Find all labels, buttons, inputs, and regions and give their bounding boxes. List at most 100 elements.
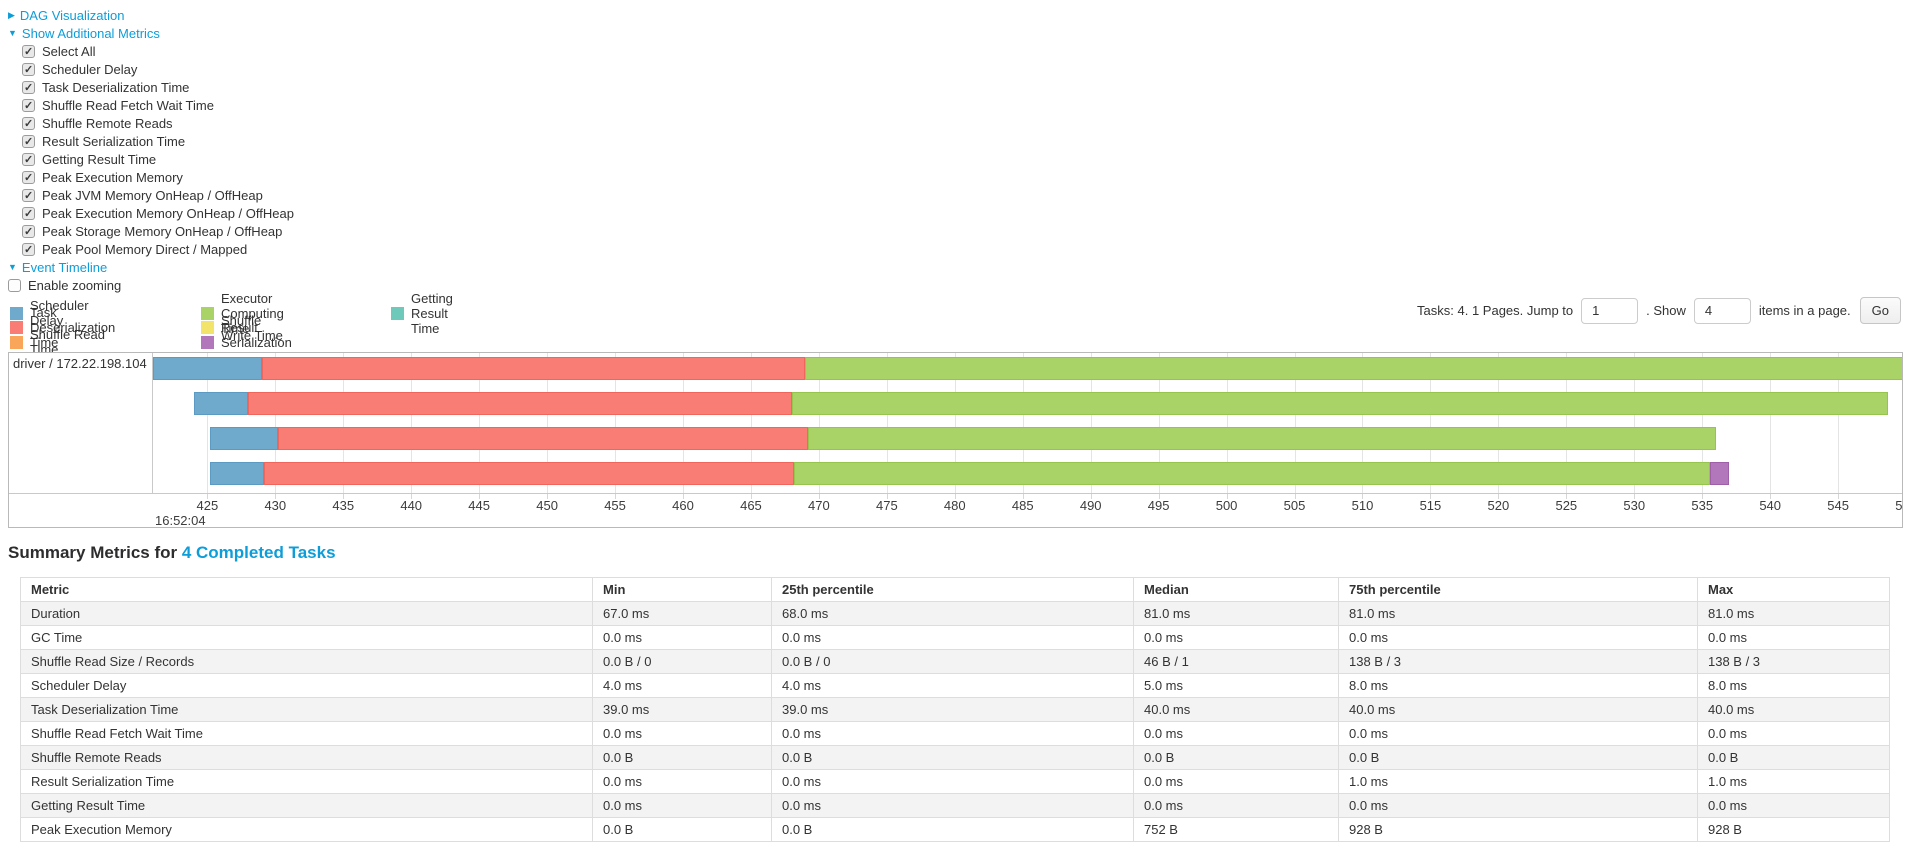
task-segment-executor-computing[interactable]: [808, 427, 1716, 450]
column-header-min: Min: [592, 577, 772, 602]
legend-item: Scheduler Delay: [10, 298, 115, 328]
tick-label: 510: [1351, 498, 1374, 513]
metric-checkbox-label: Peak Execution Memory OnHeap / OffHeap: [42, 205, 294, 221]
jump-to-page-input[interactable]: [1581, 297, 1639, 324]
metric-checkbox-row: Peak Execution Memory OnHeap / OffHeap: [22, 204, 294, 222]
metric-value-cell: 0.0 B: [771, 817, 1134, 842]
tick-mark: [1430, 494, 1432, 499]
tick-label: 440: [400, 498, 423, 513]
metric-checkbox-row: Result Serialization Time: [22, 132, 294, 150]
tick-mark: [1022, 494, 1024, 499]
tick-label: 450: [536, 498, 558, 513]
metric-checkbox-label: Task Deserialization Time: [42, 79, 190, 95]
gridline: [1226, 353, 1228, 493]
gridline: [1158, 353, 1160, 493]
completed-tasks-link[interactable]: 4 Completed Tasks: [181, 543, 336, 562]
metric-checkbox-select-all[interactable]: [22, 44, 35, 58]
items-per-page-input[interactable]: [1693, 297, 1751, 324]
tick-label: 535: [1691, 498, 1714, 513]
metric-checkbox-row: Peak Storage Memory OnHeap / OffHeap: [22, 222, 294, 240]
metric-value-cell: 0.0 ms: [1338, 793, 1698, 818]
metric-name-cell: Shuffle Read Fetch Wait Time: [20, 721, 593, 746]
tick-label: 425: [196, 498, 219, 513]
metric-checkbox-shuffle-read-fetch-wait-time[interactable]: [22, 98, 35, 112]
table-row: GC Time 0.0 ms 0.0 ms 0.0 ms 0.0 ms 0.0 ms: [20, 625, 1890, 650]
tick-label: 495: [1147, 498, 1170, 513]
gridline: [683, 353, 684, 493]
metric-value-cell: 40.0 ms: [1133, 697, 1339, 722]
task-segment-task-deserialization[interactable]: [261, 357, 806, 380]
tick-label: 430: [264, 498, 287, 513]
executor-row-label: driver / 172.22.198.104: [9, 353, 153, 493]
gridline: [818, 353, 820, 493]
timeline-plot: [153, 353, 1902, 493]
task-segment-executor-computing[interactable]: [805, 357, 1902, 380]
metric-checkbox-peak-execution-memory[interactable]: [22, 170, 35, 184]
metric-checkbox-row: Task Deserialization Time: [22, 78, 294, 96]
task-segment-scheduler-delay[interactable]: [210, 427, 278, 450]
tick-mark: [1634, 494, 1636, 499]
show-additional-metrics-link[interactable]: ▼ Show Additional Metrics: [8, 26, 160, 41]
expanded-arrow-icon: ▼: [8, 28, 17, 38]
task-segment-scheduler-delay[interactable]: [193, 392, 249, 415]
task-segment-executor-computing[interactable]: [791, 392, 1889, 415]
tick-mark: [615, 494, 617, 499]
metric-name-cell: Duration: [20, 601, 593, 626]
metric-checkbox-row: Peak JVM Memory OnHeap / OffHeap: [22, 186, 294, 204]
tick-mark: [1362, 494, 1364, 499]
metric-checkbox-list: Select All Scheduler Delay Task Deserializ…: [8, 42, 294, 258]
metric-value-cell: 39.0 ms: [771, 697, 1134, 722]
go-button[interactable]: Go: [1859, 297, 1901, 324]
enable-zooming-checkbox[interactable]: [8, 278, 21, 292]
metric-checkbox-peak-pool-memory-direct-mapped[interactable]: [22, 242, 35, 256]
tick-label: 475: [875, 498, 898, 513]
tick-mark: [1294, 494, 1296, 499]
metric-checkbox-peak-execution-memory-onheap-offheap[interactable]: [22, 206, 35, 220]
metric-checkbox-row: Peak Pool Memory Direct / Mapped: [22, 240, 294, 258]
column-header-median: Median: [1133, 577, 1339, 602]
tick-label: 500: [1215, 498, 1238, 513]
metric-checkbox-result-serialization-time[interactable]: [22, 134, 35, 148]
tick-mark: [1090, 494, 1092, 499]
task-row: [153, 353, 1902, 388]
tick-label: 470: [808, 498, 830, 513]
metric-value-cell: 0.0 ms: [1338, 625, 1698, 650]
metric-checkbox-task-deserialization-time[interactable]: [22, 80, 35, 94]
metric-checkbox-label: Shuffle Read Fetch Wait Time: [42, 97, 214, 113]
tick-mark: [683, 494, 684, 499]
metric-value-cell: 4.0 ms: [771, 673, 1134, 698]
table-row: Shuffle Read Size / Records 0.0 B / 0 0.0 …: [20, 649, 1890, 674]
metric-value-cell: 0.0 ms: [771, 625, 1134, 650]
metric-value-cell: 0.0 ms: [1133, 793, 1339, 818]
metric-value-cell: 0.0 B: [1697, 745, 1890, 770]
metric-value-cell: 0.0 ms: [771, 769, 1134, 794]
metric-checkbox-peak-storage-memory-onheap-offheap[interactable]: [22, 224, 35, 238]
metric-value-cell: 81.0 ms: [1697, 601, 1890, 626]
tick-label: 485: [1011, 498, 1034, 513]
table-row: Peak Execution Memory 0.0 B 0.0 B 752 B 928 …: [20, 817, 1890, 842]
task-segment-task-deserialization[interactable]: [278, 427, 809, 450]
legend-item: Executor Computing Time: [201, 291, 292, 336]
dag-visualization-link[interactable]: ▶ DAG Visualization: [8, 8, 124, 23]
metric-checkbox-getting-result-time[interactable]: [22, 152, 35, 166]
task-segment-scheduler-delay[interactable]: [210, 462, 265, 485]
tick-mark: [547, 494, 549, 499]
metric-checkbox-shuffle-remote-reads[interactable]: [22, 116, 35, 130]
task-segment-task-deserialization[interactable]: [248, 392, 792, 415]
tick-mark: [1158, 494, 1160, 499]
task-segment-task-deserialization[interactable]: [264, 462, 795, 485]
event-timeline-link[interactable]: ▼ Event Timeline: [8, 260, 107, 275]
tick-mark: [954, 494, 956, 499]
table-row: Shuffle Read Fetch Wait Time 0.0 ms 0.0 ms…: [20, 721, 1890, 746]
tick-label: 460: [672, 498, 694, 513]
gridline: [547, 353, 549, 493]
metric-checkbox-scheduler-delay[interactable]: [22, 62, 35, 76]
timeline-axis-ticks: 425 430 435 440 445 450 455 460 465 470 475 480 485 4…: [153, 494, 1902, 527]
task-segment-result-serialization[interactable]: [1710, 462, 1730, 485]
legend-label: Shuffle Write Time: [221, 312, 283, 343]
gridline: [1362, 353, 1364, 493]
tick-label: 520: [1487, 498, 1510, 513]
metric-checkbox-peak-jvm-memory-onheap-offheap[interactable]: [22, 188, 35, 202]
task-segment-scheduler-delay[interactable]: [153, 357, 262, 380]
task-segment-executor-computing[interactable]: [794, 462, 1711, 485]
